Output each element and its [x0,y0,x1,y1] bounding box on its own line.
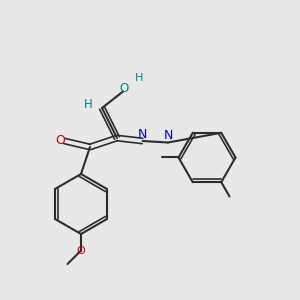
Text: H: H [135,73,144,83]
Text: O: O [55,134,65,148]
Text: O: O [76,245,85,256]
Text: N: N [138,128,147,141]
Text: H: H [84,98,93,112]
Text: O: O [120,82,129,95]
Text: N: N [163,129,173,142]
